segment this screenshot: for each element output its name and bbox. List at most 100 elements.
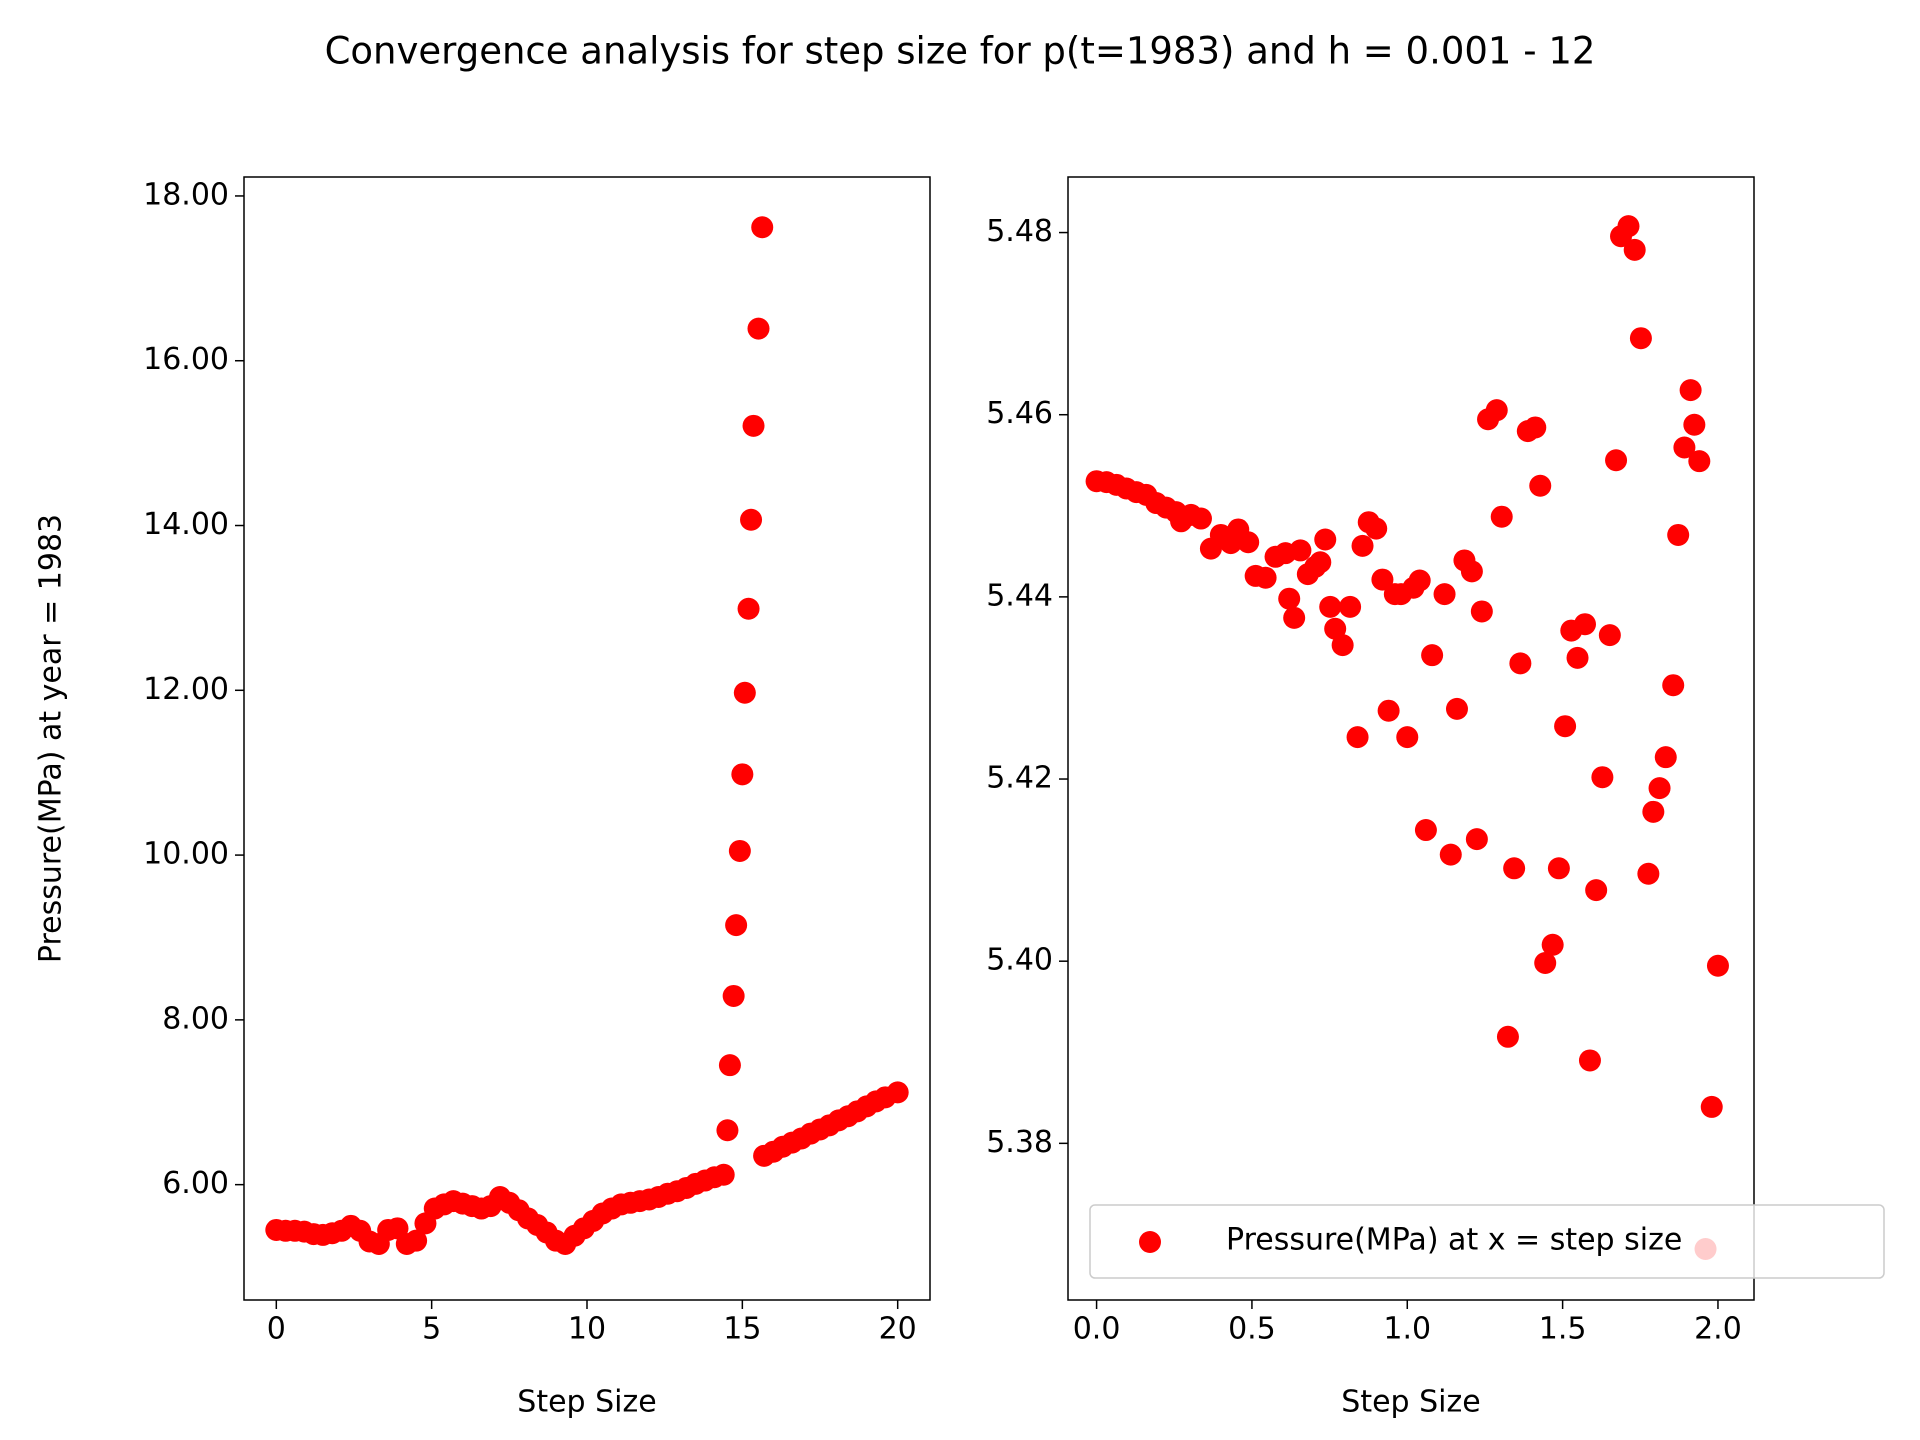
scatter-point <box>1319 595 1342 618</box>
scatter-point <box>1509 652 1532 675</box>
scatter-point <box>728 839 751 862</box>
axes-frame <box>243 176 931 1301</box>
x-tick-label: 1.5 <box>1539 1312 1587 1347</box>
scatter-point <box>1289 539 1312 562</box>
scatter-point <box>1309 551 1332 574</box>
scatter-point <box>1496 1025 1519 1048</box>
x-axis-label: Step Size <box>517 1385 656 1420</box>
scatter-point <box>1237 531 1260 554</box>
scatter-point <box>1283 606 1306 629</box>
y-tick-label: 5.44 <box>986 578 1053 613</box>
scatter-point <box>1623 238 1646 261</box>
scatter-point <box>742 414 765 437</box>
y-tick-label: 5.42 <box>986 761 1053 796</box>
scatter-point <box>1667 523 1690 546</box>
y-axis-label: Pressure(MPa) at year = 1983 <box>34 514 69 963</box>
scatter-point <box>1503 857 1526 880</box>
scatter-point <box>1617 215 1640 238</box>
scatter-point <box>1433 583 1456 606</box>
scatter-point <box>1460 560 1483 583</box>
scatter-point <box>1598 624 1621 647</box>
scatter-point <box>1662 674 1685 697</box>
scatter-point <box>1534 952 1557 975</box>
scatter-point <box>712 1163 735 1186</box>
x-tick-label: 0.0 <box>1073 1312 1121 1347</box>
y-tick-label: 5.48 <box>986 214 1053 249</box>
y-tick-label: 5.46 <box>986 396 1053 431</box>
scatter-point <box>1605 449 1628 472</box>
scatter-point <box>1485 399 1508 422</box>
x-tick-label: 0.5 <box>1228 1312 1276 1347</box>
legend-label: Pressure(MPa) at x = step size <box>1226 1223 1682 1258</box>
scatter-point <box>751 216 774 239</box>
scatter-point <box>1189 507 1212 530</box>
scatter-point <box>1377 699 1400 722</box>
figure-title: Convergence analysis for step size for p… <box>325 30 1596 73</box>
y-tick-label: 5.38 <box>986 1125 1053 1160</box>
scatter-point <box>1629 327 1652 350</box>
y-tick-label: 12.00 <box>143 672 229 707</box>
scatter-point <box>405 1229 428 1252</box>
scatter-point <box>1278 587 1301 610</box>
scatter-point <box>1637 862 1660 885</box>
x-tick-label: 20 <box>879 1312 917 1347</box>
scatter-point <box>1470 600 1493 623</box>
scatter-point <box>1566 646 1589 669</box>
y-tick-label: 18.00 <box>143 177 229 212</box>
scatter-point <box>1654 746 1677 769</box>
scatter-point <box>1648 777 1671 800</box>
y-tick-label: 8.00 <box>162 1001 229 1036</box>
scatter-point <box>1591 766 1614 789</box>
scatter-point <box>1554 715 1577 738</box>
scatter-point <box>737 597 760 620</box>
x-tick-label: 15 <box>723 1312 761 1347</box>
scatter-point <box>1688 450 1711 473</box>
x-axis-label: Step Size <box>1341 1385 1480 1420</box>
scatter-point <box>1573 613 1596 636</box>
axes-frame <box>1067 176 1755 1301</box>
scatter-point <box>1445 697 1468 720</box>
scatter-point <box>1408 569 1431 592</box>
scatter-point <box>747 317 770 340</box>
scatter-point <box>1351 534 1374 557</box>
legend-marker <box>1139 1231 1161 1253</box>
scatter-point <box>1642 800 1665 823</box>
scatter-point <box>1439 843 1462 866</box>
x-tick-label: 0 <box>267 1312 286 1347</box>
y-tick-label: 10.00 <box>143 837 229 872</box>
y-tick-label: 6.00 <box>162 1166 229 1201</box>
scatter-point <box>1585 879 1608 902</box>
x-tick-label: 2.0 <box>1694 1312 1742 1347</box>
scatter-point <box>1365 517 1388 540</box>
x-tick-label: 5 <box>422 1312 441 1347</box>
y-tick-label: 5.40 <box>986 943 1053 978</box>
scatter-point <box>1547 857 1570 880</box>
scatter-point <box>1529 474 1552 497</box>
scatter-point <box>1700 1095 1723 1118</box>
scatter-point <box>1578 1049 1601 1072</box>
scatter-point <box>1683 413 1706 436</box>
scatter-point <box>1339 595 1362 618</box>
scatter-point <box>1324 617 1347 640</box>
y-tick-label: 14.00 <box>143 507 229 542</box>
scatter-point <box>1254 566 1277 589</box>
scatter-point <box>1414 819 1437 842</box>
scatter-point <box>733 681 756 704</box>
scatter-point <box>886 1081 909 1104</box>
scatter-point <box>1421 644 1444 667</box>
x-tick-label: 10 <box>568 1312 606 1347</box>
y-tick-label: 16.00 <box>143 342 229 377</box>
scatter-point <box>1679 379 1702 402</box>
scatter-point <box>1331 634 1354 657</box>
scatter-point <box>1346 726 1369 749</box>
scatter-point <box>1371 568 1394 591</box>
x-tick-label: 1.0 <box>1383 1312 1431 1347</box>
scatter-point <box>1673 436 1696 459</box>
scatter-point <box>1490 505 1513 528</box>
scatter-point <box>1465 828 1488 851</box>
scatter-point <box>1706 954 1729 977</box>
scatter-point <box>1314 528 1337 551</box>
scatter-point <box>740 508 763 531</box>
